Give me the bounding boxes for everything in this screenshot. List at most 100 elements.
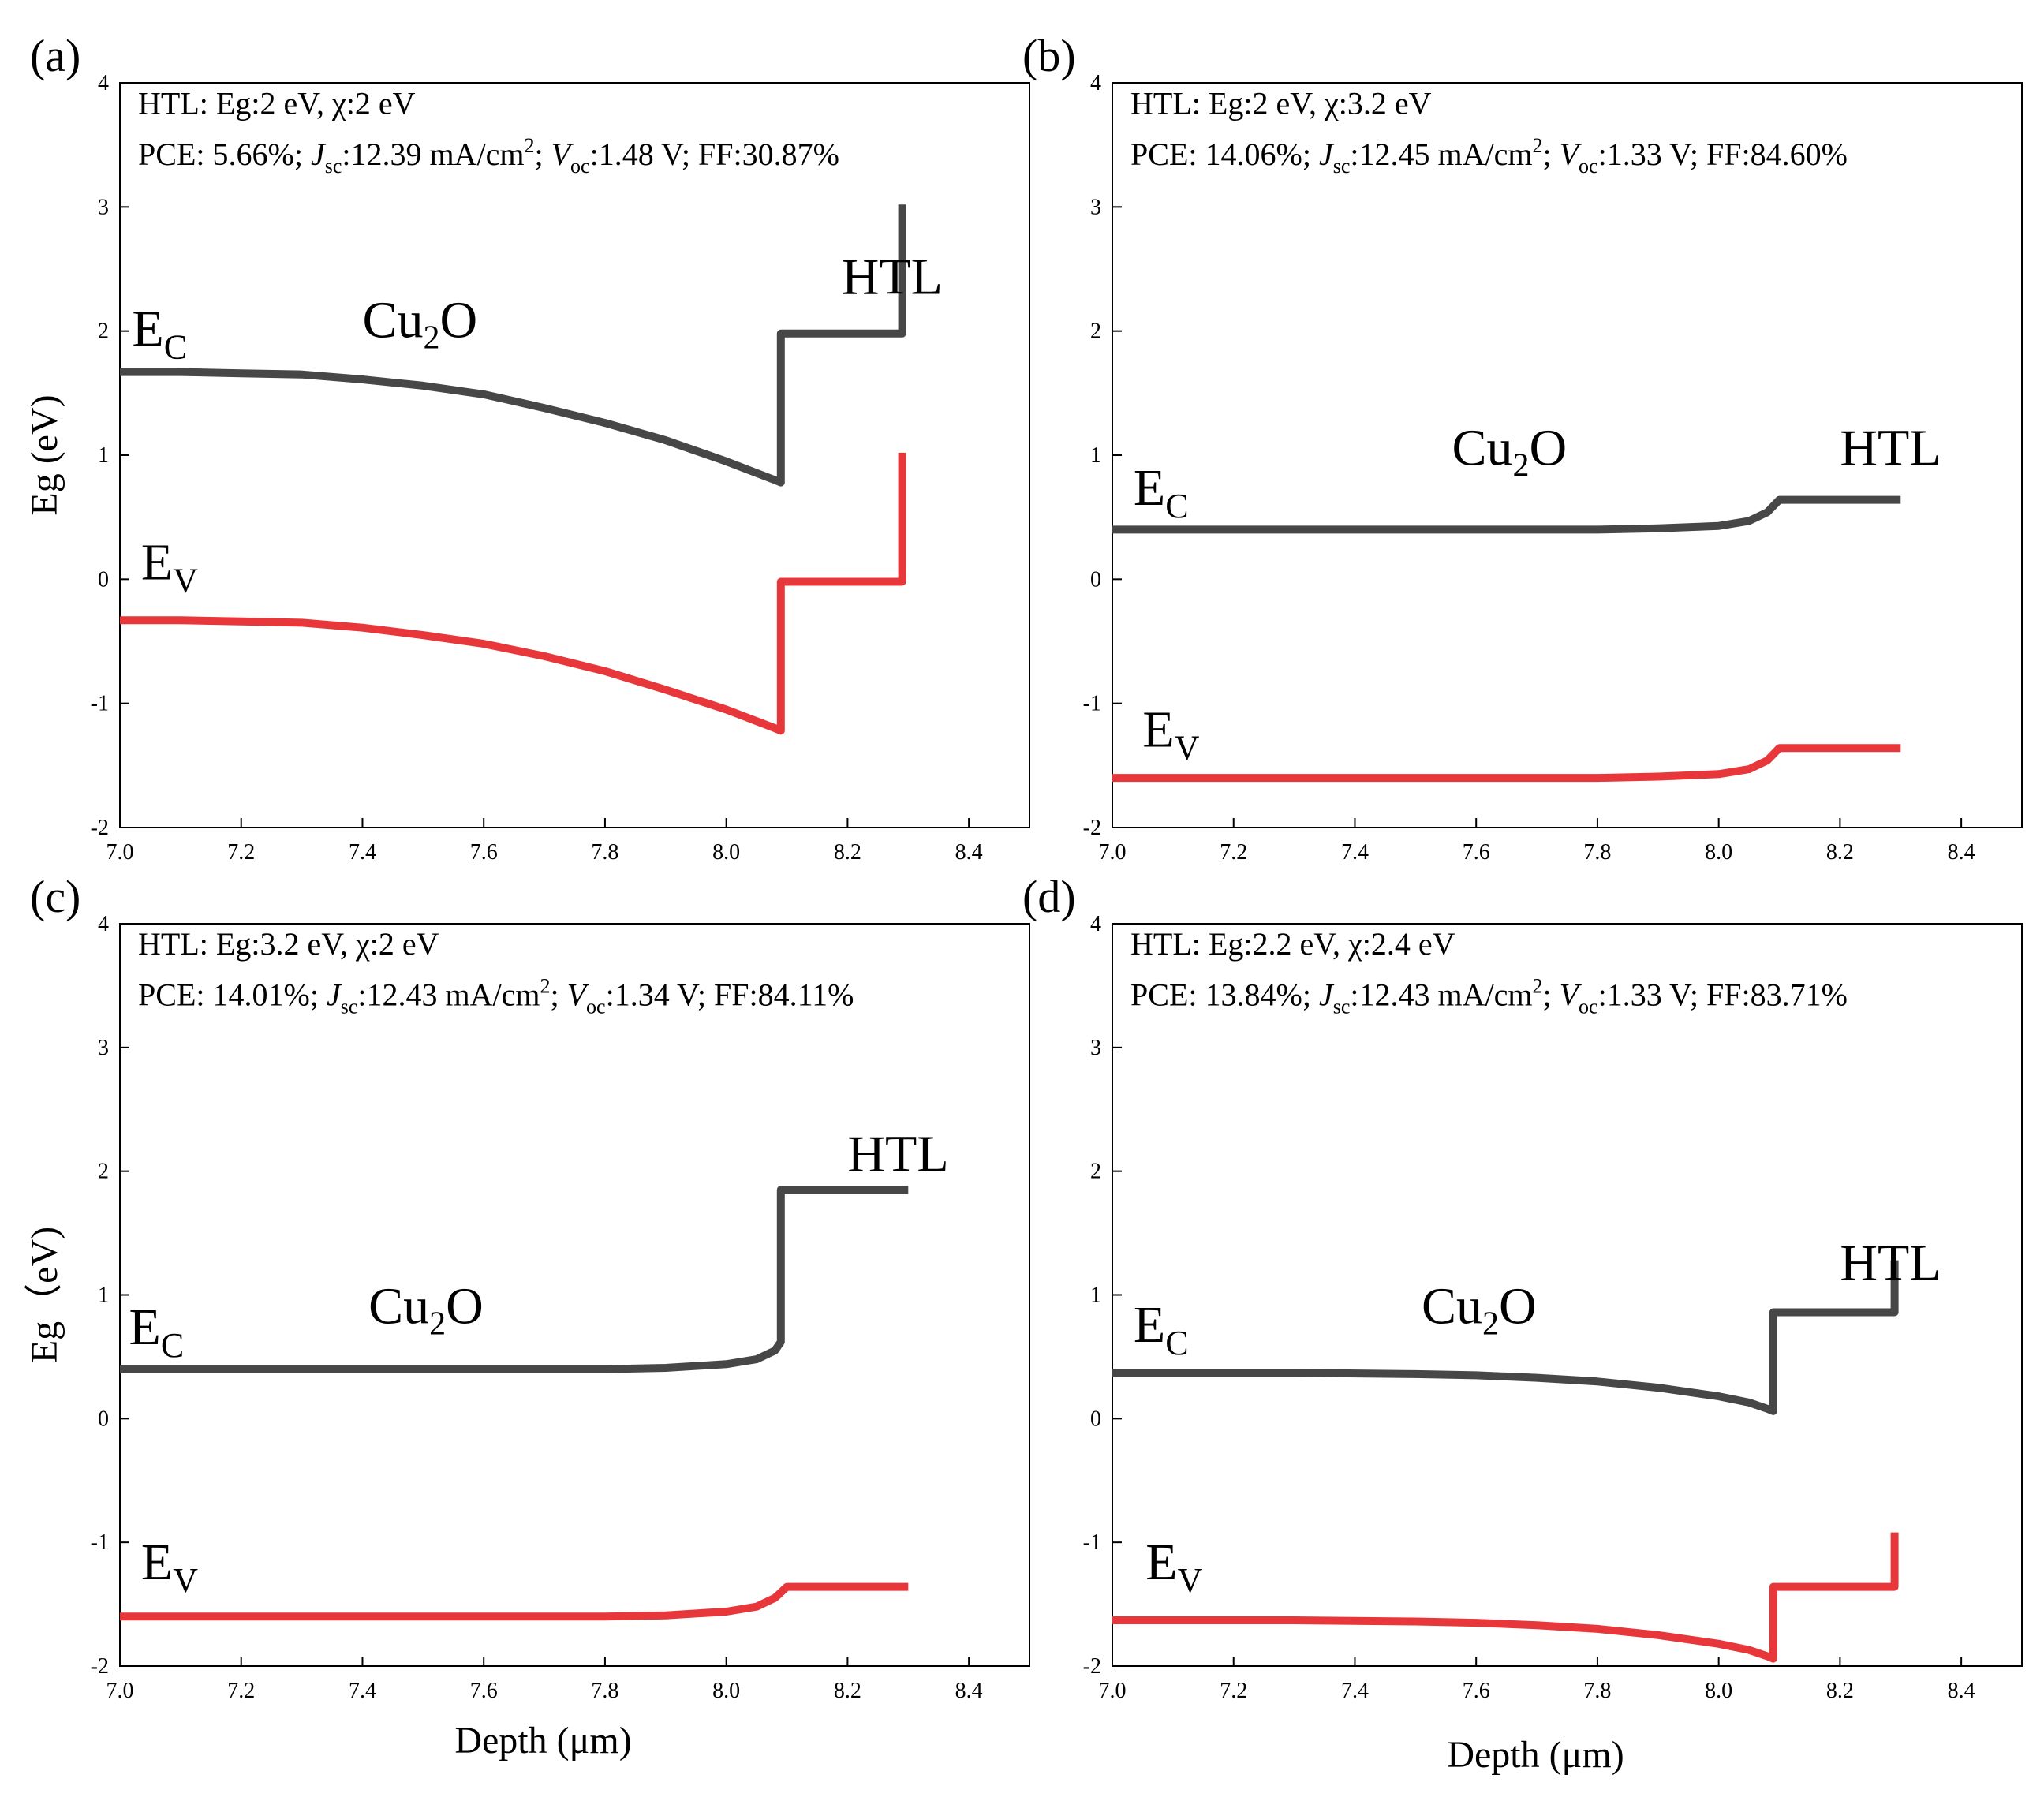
plot-frame	[119, 923, 1030, 1667]
y-axis-title: Eg（eV)	[24, 1227, 65, 1363]
x-tick-label: 8.4	[1948, 1679, 1975, 1703]
x-tick-label: 7.6	[1463, 840, 1490, 865]
series-line-ev	[120, 452, 906, 735]
y-tick-label: -1	[1083, 692, 1101, 716]
htl-params: HTL: Eg:3.2 eV, χ:2 eV	[138, 926, 439, 962]
plot-frame	[119, 82, 1030, 828]
x-tick-label: 7.6	[1463, 1679, 1490, 1703]
panel-d: -2 -1 0 1 2 3 4 7.0 7.2 7.4 7.6 7.8 8.0 8.2 8.4 (d) HTL:…	[1022, 871, 2023, 1776]
region-label-htl: HTL	[1840, 420, 1941, 477]
region-label-cu2o: Cu2O	[368, 1278, 484, 1343]
y-tick-label: 3	[98, 195, 109, 219]
series-line-ec	[1112, 1260, 1899, 1415]
htl-params: HTL: Eg:2 eV, χ:2 eV	[138, 85, 416, 121]
x-tick-label: 7.8	[591, 840, 618, 865]
series-line-ev	[1112, 744, 1901, 783]
series-line-ev	[120, 1582, 909, 1621]
y-tick-label: -2	[91, 816, 109, 840]
series-line-ev	[1112, 1532, 1899, 1663]
panel-label: (c)	[30, 871, 80, 922]
y-tick-label: 2	[1090, 1160, 1101, 1184]
x-axis-title: Depth (μm)	[454, 1720, 631, 1762]
y-tick-label: 4	[1090, 912, 1101, 936]
x-tick-label: 8.0	[712, 840, 740, 865]
x-tick-label: 8.0	[1705, 840, 1732, 865]
panel-b: -2 -1 0 1 2 3 4 7.0 7.2 7.4 7.6 7.8 8.0 8.2 8.4 (b) HTL:…	[1022, 30, 2023, 865]
x-tick-label: 7.0	[1099, 840, 1127, 865]
panel-a: -2 -1 0 1 2 3 4 7.0 7.2 7.4 7.6 7.8 8.0 8.2 8.4 (a) HTL:…	[24, 30, 1030, 865]
x-tick-label: 8.2	[1826, 1679, 1854, 1703]
region-label-cu2o: Cu2O	[362, 292, 477, 357]
band-label-ev: EV	[141, 1534, 198, 1600]
x-tick-label: 8.0	[1705, 1679, 1732, 1703]
y-tick-label: 2	[98, 319, 109, 344]
y-tick-label: 0	[98, 1407, 109, 1431]
y-tick-label: 0	[1090, 1407, 1101, 1431]
x-tick-label: 7.0	[106, 1679, 134, 1703]
region-label-htl: HTL	[842, 248, 943, 305]
series-line-ec	[120, 204, 906, 487]
x-tick-label: 7.2	[1220, 1679, 1247, 1703]
y-tick-label: 3	[98, 1036, 109, 1060]
panel-c: -2 -1 0 1 2 3 4 7.0 7.2 7.4 7.6 7.8 8.0 8.2 8.4 (c) HTL:…	[24, 871, 1030, 1762]
band-label-ev: EV	[1145, 1534, 1202, 1600]
region-label-cu2o: Cu2O	[1452, 420, 1567, 484]
y-axis-title: Eg (eV)	[24, 394, 65, 515]
x-tick-label: 7.8	[591, 1679, 618, 1703]
y-tick-label: 2	[98, 1160, 109, 1184]
htl-params: HTL: Eg:2 eV, χ:3.2 eV	[1130, 85, 1432, 121]
region-label-htl: HTL	[847, 1126, 948, 1183]
region-label-htl: HTL	[1840, 1235, 1941, 1292]
performance-metrics: PCE: 14.01%; Jsc:12.43 mA/cm2; Voc:1.34 …	[138, 975, 854, 1018]
panel-label: (b)	[1022, 30, 1076, 81]
performance-metrics: PCE: 5.66%; Jsc:12.39 mA/cm2; Voc:1.48 V…	[138, 134, 839, 177]
band-label-ec: EC	[1134, 1296, 1189, 1362]
y-tick-label: 3	[1090, 195, 1101, 219]
x-tick-label: 7.6	[470, 1679, 498, 1703]
band-label-ec: EC	[1134, 459, 1189, 525]
x-tick-label: 7.2	[227, 840, 255, 865]
y-tick-label: 4	[98, 912, 109, 936]
x-tick-label: 7.0	[106, 840, 134, 865]
y-tick-label: 2	[1090, 319, 1101, 344]
x-tick-label: 8.4	[955, 1679, 983, 1703]
x-tick-label: 7.0	[1099, 1679, 1127, 1703]
htl-params: HTL: Eg:2.2 eV, χ:2.4 eV	[1130, 926, 1455, 962]
x-axis-title: Depth (μm)	[1447, 1734, 1624, 1776]
y-tick-label: 3	[1090, 1036, 1101, 1060]
x-tick-label: 8.4	[1948, 840, 1975, 865]
y-tick-label: 1	[1090, 443, 1101, 468]
band-label-ev: EV	[1142, 701, 1199, 768]
panel-label: (a)	[30, 30, 80, 81]
y-tick-label: -1	[91, 1530, 109, 1555]
y-tick-label: -2	[1083, 1654, 1101, 1679]
x-tick-label: 7.8	[1583, 840, 1611, 865]
x-tick-label: 7.4	[349, 1679, 376, 1703]
x-tick-label: 7.6	[470, 840, 498, 865]
panel-label: (d)	[1022, 871, 1076, 922]
band-label-ec: EC	[129, 1298, 185, 1365]
y-tick-label: 4	[1090, 71, 1101, 95]
y-tick-label: 4	[98, 71, 109, 95]
x-tick-label: 7.2	[227, 1679, 255, 1703]
y-tick-label: -1	[1083, 1530, 1101, 1555]
x-tick-label: 7.4	[349, 840, 376, 865]
x-tick-label: 8.0	[712, 1679, 740, 1703]
x-tick-label: 7.4	[1341, 840, 1369, 865]
y-tick-label: 1	[98, 443, 109, 468]
series-line-ec	[120, 1186, 909, 1373]
region-label-cu2o: Cu2O	[1422, 1278, 1537, 1343]
plot-frame	[1112, 923, 2023, 1667]
performance-metrics: PCE: 13.84%; Jsc:12.43 mA/cm2; Voc:1.33 …	[1130, 975, 1848, 1018]
y-tick-label: -2	[1083, 816, 1101, 840]
x-tick-label: 8.2	[1826, 840, 1854, 865]
performance-metrics: PCE: 14.06%; Jsc:12.45 mA/cm2; Voc:1.33 …	[1130, 134, 1848, 177]
x-tick-label: 7.2	[1220, 840, 1247, 865]
series-line-ec	[1112, 495, 1901, 534]
x-tick-label: 8.2	[834, 1679, 861, 1703]
y-tick-label: 1	[1090, 1283, 1101, 1308]
band-label-ev: EV	[141, 533, 198, 600]
x-tick-label: 7.4	[1341, 1679, 1369, 1703]
y-tick-label: -2	[91, 1654, 109, 1679]
